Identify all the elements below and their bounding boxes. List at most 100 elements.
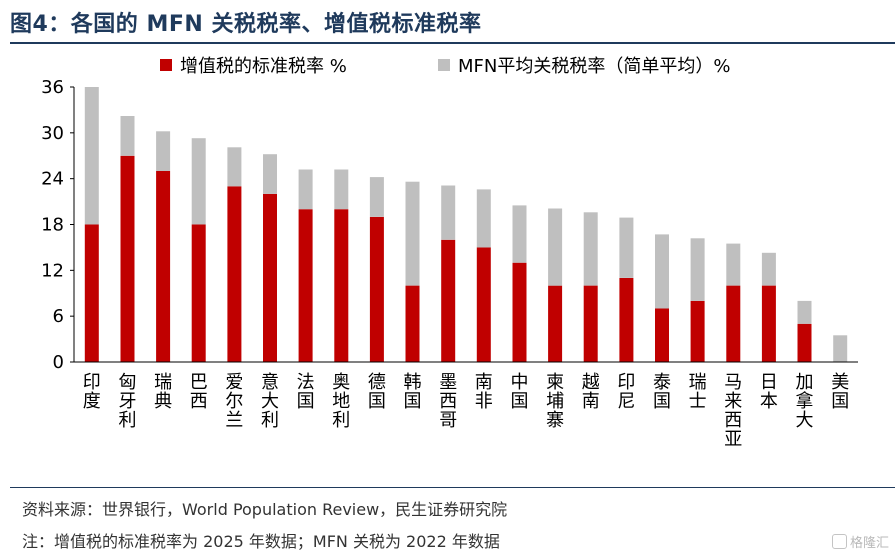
watermark-logo-icon [831,534,847,549]
footer-divider [10,487,895,488]
x-tick-label: 印尼 [617,372,635,412]
bar-vat-15 [619,278,634,362]
bar-mfn-20 [797,300,812,324]
x-tick-label: 匈牙利 [119,372,137,431]
x-tick-label: 越南 [582,372,600,412]
y-tick-label: 24 [41,169,64,190]
title-divider [10,42,895,44]
x-tick-label-text: 南非 [475,372,493,412]
x-tick-label: 瑞士 [689,372,707,412]
legend-label: 增值税的标准税率 % [180,56,347,77]
y-tick-label: 0 [53,352,64,373]
x-tick-label: 韩国 [404,372,422,412]
x-tick-label: 意大利 [261,372,279,431]
legend-swatch [160,59,172,71]
bar-mfn-14 [583,212,598,286]
bar-vat-10 [441,239,456,362]
footnote: 注：增值税的标准税率为 2025 年数据；MFN 关税为 2022 年数据 [22,532,500,551]
bar-vat-7 [334,209,349,362]
bar-vat-14 [583,285,598,362]
x-tick-label: 马来西亚 [724,372,742,450]
bar-mfn-18 [726,243,741,286]
bar-vat-18 [726,285,741,362]
bar-vat-17 [690,300,705,362]
legend-swatch [438,59,450,71]
bar-vat-13 [548,285,563,362]
x-tick-label-text: 美国 [831,372,849,412]
x-tick-label: 法国 [297,372,315,412]
bar-mfn-0 [84,87,99,225]
y-tick-label: 6 [53,306,64,327]
x-tick-label-text: 越南 [582,372,600,412]
bar-mfn-19 [761,252,776,286]
x-tick-label-text: 印尼 [617,372,635,412]
x-tick-label: 日本 [760,372,778,412]
x-tick-label-text: 爱尔兰 [225,372,243,431]
bar-mfn-2 [156,131,171,171]
x-tick-label-text: 墨西哥 [439,372,457,431]
legend-label: MFN平均关税税率（简单平均）% [458,56,730,77]
legend: 增值税的标准税率 % MFN平均关税税率（简单平均）% [160,56,730,77]
x-tick-label-text: 意大利 [261,372,279,431]
bar-vat-19 [761,285,776,362]
bar-mfn-4 [227,147,242,187]
y-tick-label: 30 [41,123,64,144]
x-tick-label: 墨西哥 [439,372,457,431]
x-tick-label: 加拿大 [796,372,814,431]
y-tick-label: 36 [41,77,64,98]
y-axis: 0 6 12 18 24 30 36 [41,77,75,373]
bar-vat-4 [227,186,242,362]
x-tick-label: 中国 [511,372,529,412]
x-tick-label: 瑞典 [154,372,172,412]
x-tick-label: 德国 [368,372,386,412]
x-tick-label-text: 奥地利 [332,372,350,431]
x-tick-label-text: 匈牙利 [119,372,137,431]
bar-mfn-8 [369,177,384,217]
bar-vat-16 [655,308,669,362]
x-tick-label-text: 中国 [511,372,529,412]
x-tick-label: 泰国 [653,372,671,412]
bar-mfn-11 [476,189,491,248]
bar-mfn-13 [548,208,563,286]
x-tick-label-text: 法国 [297,372,315,412]
bar-vat-6 [298,209,313,362]
bar-vat-1 [120,155,135,363]
bar-vat-11 [476,247,491,362]
x-tick-label-text: 瑞典 [154,372,172,412]
bar-mfn-17 [690,238,705,301]
bar-mfn-16 [655,234,669,309]
x-tick-label: 柬埔寨 [546,372,564,431]
x-axis: 印度匈牙利瑞典巴西爱尔兰意大利法国奥地利德国韩国墨西哥南非中国柬埔寨越南印尼泰国… [74,361,858,450]
x-tick-label: 巴西 [190,372,208,412]
bar-mfn-5 [263,154,277,194]
x-tick-label-text: 加拿大 [796,372,814,431]
x-tick-label: 爱尔兰 [225,372,243,431]
x-tick-label-text: 印度 [83,372,101,412]
watermark-text: 格隆汇 [849,536,889,551]
x-tick-label: 美国 [831,372,849,412]
bar-mfn-10 [441,185,456,240]
x-tick-label-text: 韩国 [404,372,422,412]
chart-title: 图4：各国的 MFN 关税税率、增值税标准税率 [10,12,482,37]
bar-mfn-21 [833,335,848,362]
x-tick-label-text: 日本 [760,372,778,412]
source-note: 资料来源：世界银行，World Population Review，民生证券研究… [22,500,508,519]
x-tick-label: 奥地利 [332,372,350,431]
bar-mfn-15 [619,217,634,278]
watermark: 格隆汇 [831,532,889,551]
bar-mfn-6 [298,169,313,210]
y-tick-label: 18 [41,215,64,236]
bar-mfn-1 [120,116,135,156]
bar-vat-12 [512,262,527,362]
bar-mfn-12 [512,205,527,263]
bar-vat-8 [369,216,384,362]
x-tick-label-text: 马来西亚 [724,372,742,450]
bar-vat-0 [84,224,99,362]
x-tick-label: 南非 [475,372,493,412]
stacked-bar-chart: 增值税的标准税率 % MFN平均关税税率（简单平均）% 061218243036 … [41,56,858,450]
bar-vat-2 [156,171,171,362]
bar-vat-5 [263,193,277,362]
x-tick-label: 印度 [83,372,101,412]
x-tick-label-text: 德国 [368,372,386,412]
bars [84,87,848,363]
